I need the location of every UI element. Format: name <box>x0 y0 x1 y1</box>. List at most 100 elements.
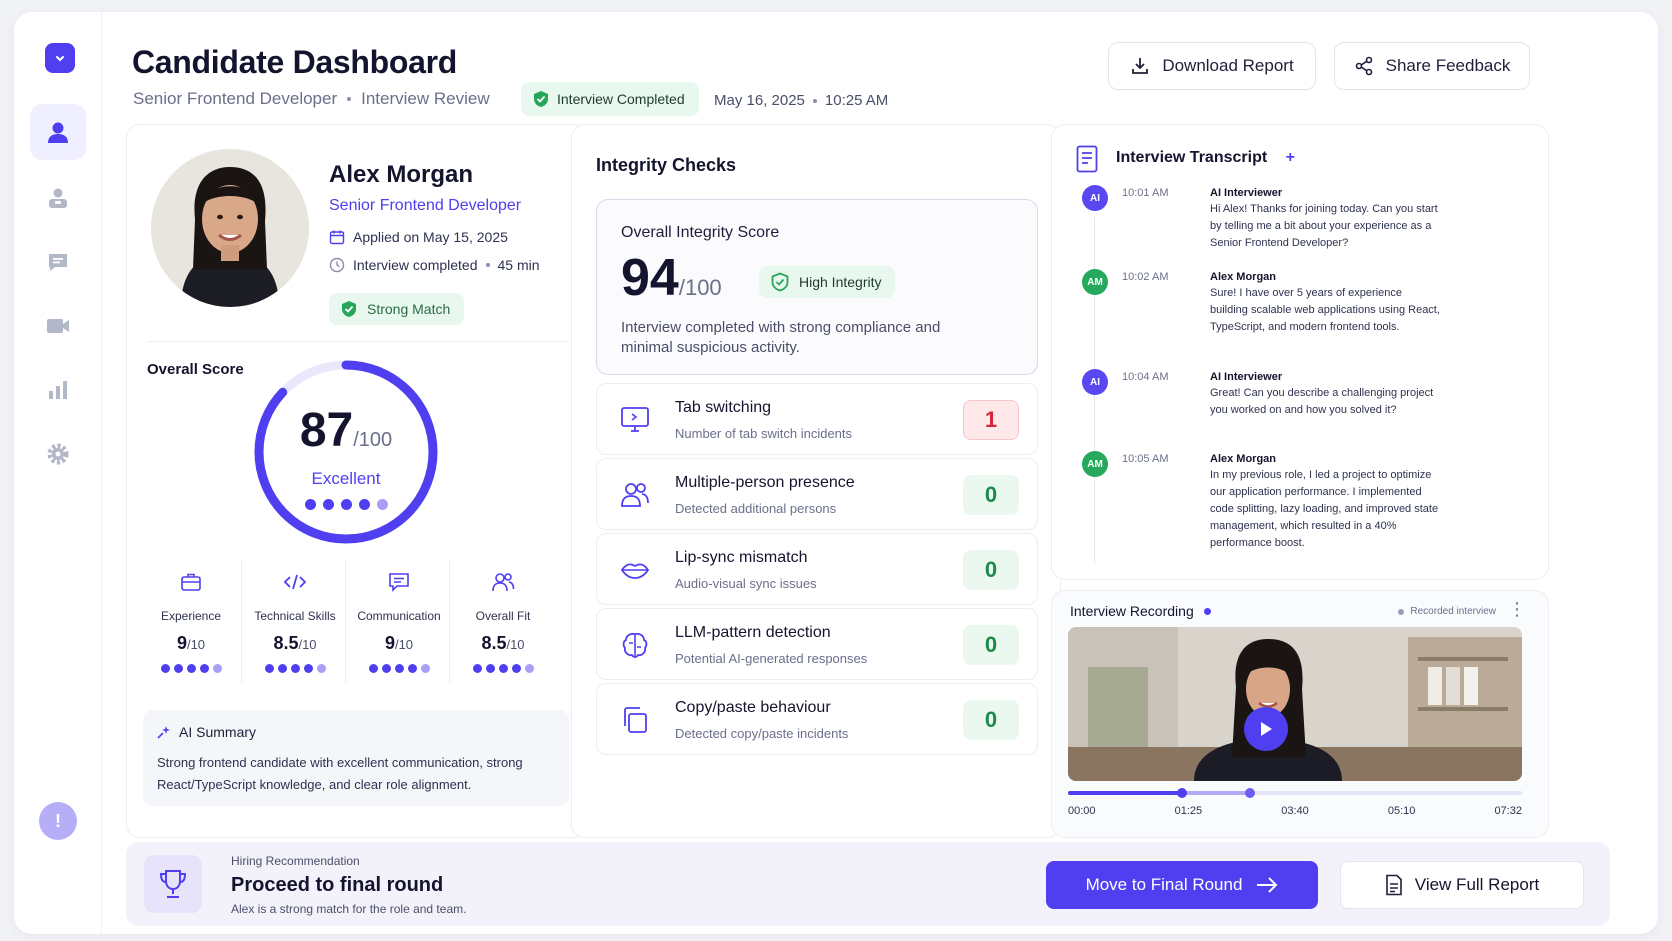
metric-dot <box>316 664 326 673</box>
sidebar: ! <box>14 12 102 934</box>
interview-duration: 45 min <box>497 257 540 273</box>
page-title: Candidate Dashboard <box>132 44 458 80</box>
divider <box>147 341 567 342</box>
separator-dot <box>812 98 817 103</box>
integrity-score-max: /100 <box>678 275 722 300</box>
metric-technical-skills: Technical Skills 8.5/10 <box>243 557 347 687</box>
transcript-text: In my previous role, I led a project to … <box>1210 469 1439 549</box>
video-icon <box>47 319 69 333</box>
check-title: Lip-sync mismatch <box>675 549 808 566</box>
logo-icon[interactable] <box>45 43 75 73</box>
tag-dot <box>1398 608 1405 615</box>
download-report-label: Download Report <box>1162 56 1294 75</box>
integrity-score-number: 94 <box>621 249 679 307</box>
recommendation-decision: Proceed to final round <box>231 874 444 896</box>
check-row-multiple-person-presence[interactable]: Multiple-person presence Detected additio… <box>596 458 1038 530</box>
metric-label: Communication <box>357 609 441 623</box>
metric-dot <box>381 664 391 673</box>
metric-communication: Communication 9/10 <box>347 557 451 687</box>
play-button[interactable] <box>1244 707 1288 751</box>
briefcase-icon <box>139 571 243 595</box>
transcript-time: 10:05 AM <box>1122 453 1169 465</box>
applied-date-label: Applied on May 15, 2025 <box>353 229 508 245</box>
sidebar-item-recordings[interactable] <box>40 308 76 344</box>
hiring-recommendation: Hiring Recommendation Proceed to final r… <box>126 842 1610 926</box>
metric-label: Overall Fit <box>475 609 531 623</box>
more-menu-icon[interactable]: ⋮ <box>1508 599 1526 619</box>
shield-check-icon <box>534 91 548 107</box>
metric-max: /10 <box>298 637 317 652</box>
users-icon <box>619 479 651 511</box>
transcript-speaker: Alex Morgan <box>1210 271 1277 283</box>
metric-dot <box>368 664 378 673</box>
interview-date: May 16, 2025 <box>714 92 805 109</box>
download-report-button[interactable]: Download Report <box>1108 42 1316 90</box>
chat-icon <box>347 571 451 595</box>
metric-score: 9 <box>176 633 187 653</box>
check-row-lip-sync-mismatch[interactable]: Lip-sync mismatch Audio-visual sync issue… <box>596 533 1038 605</box>
check-row-tab-switching[interactable]: Tab switching Number of tab switch incide… <box>596 383 1038 455</box>
timeline-timestamp: 00:00 <box>1068 805 1096 817</box>
shield-check-icon <box>771 272 789 292</box>
overall-rating-dots <box>251 499 441 510</box>
sidebar-item-analytics[interactable] <box>40 372 76 408</box>
rating-dot <box>322 499 334 510</box>
monitor-icon <box>619 404 651 436</box>
transcript-message: AI Interviewer Hi Alex! Thanks for joinin… <box>1210 187 1440 252</box>
interview-status-label: Interview completed <box>353 257 478 273</box>
integrity-description: Interview completed with strong complian… <box>621 319 941 356</box>
breadcrumb-role: Senior Frontend Developer <box>133 89 338 108</box>
sidebar-item-settings[interactable] <box>40 436 76 472</box>
metric-dots <box>347 664 451 673</box>
metric-dot <box>303 664 313 673</box>
metric-label: Technical Skills <box>254 609 336 623</box>
transcript-speaker: AI Interviewer <box>1210 187 1283 199</box>
divider <box>449 561 450 683</box>
share-feedback-button[interactable]: Share Feedback <box>1334 42 1530 90</box>
check-subtitle: Number of tab switch incidents <box>675 426 853 441</box>
sparkle-icon <box>157 726 170 739</box>
metric-dot <box>485 664 495 673</box>
transcript-text: Sure! I have over 5 years of experience … <box>1210 287 1440 333</box>
video-player[interactable] <box>1068 627 1522 781</box>
clock-icon <box>329 257 345 273</box>
integrity-badge-label: High Integrity <box>799 274 882 290</box>
view-full-report-button[interactable]: View Full Report <box>1340 861 1584 909</box>
sidebar-item-interviewers[interactable] <box>40 180 76 216</box>
add-transcript-icon[interactable]: + <box>1285 149 1295 166</box>
integrity-score-label: Overall Integrity Score <box>621 224 780 241</box>
scrubber-handle[interactable] <box>1176 788 1187 798</box>
interview-time: 10:25 AM <box>824 92 889 109</box>
buffer-marker <box>1244 788 1255 798</box>
check-row-llm-pattern-detection[interactable]: LLM-pattern detection Potential AI-genera… <box>596 608 1038 680</box>
move-to-final-round-button[interactable]: Move to Final Round <box>1046 861 1318 909</box>
check-row-copy-paste-behaviour[interactable]: Copy/paste behaviour Detected copy/paste … <box>596 683 1038 755</box>
integrity-score-value: 94/100 <box>621 248 722 308</box>
check-count-badge: 0 <box>963 700 1019 740</box>
transcript-icon <box>1076 145 1098 173</box>
recommendation-note: Alex is a strong match for the role and … <box>231 902 467 916</box>
sidebar-item-candidate[interactable] <box>30 104 86 160</box>
match-badge-label: Strong Match <box>367 301 451 317</box>
speaker-avatar: AM <box>1082 269 1108 295</box>
rating-dot <box>340 499 352 510</box>
playback-progress[interactable] <box>1068 788 1522 798</box>
transcript-text: Great! Can you describe a challenging pr… <box>1210 387 1434 416</box>
check-subtitle: Potential AI-generated responses <box>675 651 868 666</box>
metric-dot <box>199 664 209 673</box>
alert-icon[interactable]: ! <box>39 802 77 840</box>
timeline-timestamp: 03:40 <box>1281 805 1309 817</box>
sidebar-item-messages[interactable] <box>40 244 76 280</box>
integrity-score-box: Overall Integrity Score 94/100 High Inte… <box>596 199 1038 375</box>
transcript-title: Interview Transcript + <box>1116 149 1295 167</box>
metric-dot <box>407 664 417 673</box>
metric-max: /10 <box>506 637 525 652</box>
lips-icon <box>619 554 651 586</box>
match-badge: Strong Match <box>329 293 465 325</box>
app-window: ! Candidate Dashboard Senior Frontend De… <box>14 12 1658 934</box>
gear-icon <box>47 443 69 465</box>
status-badge: Interview Completed <box>521 82 699 116</box>
metric-dots <box>243 664 347 673</box>
divider <box>345 561 346 683</box>
metric-dot <box>472 664 482 673</box>
